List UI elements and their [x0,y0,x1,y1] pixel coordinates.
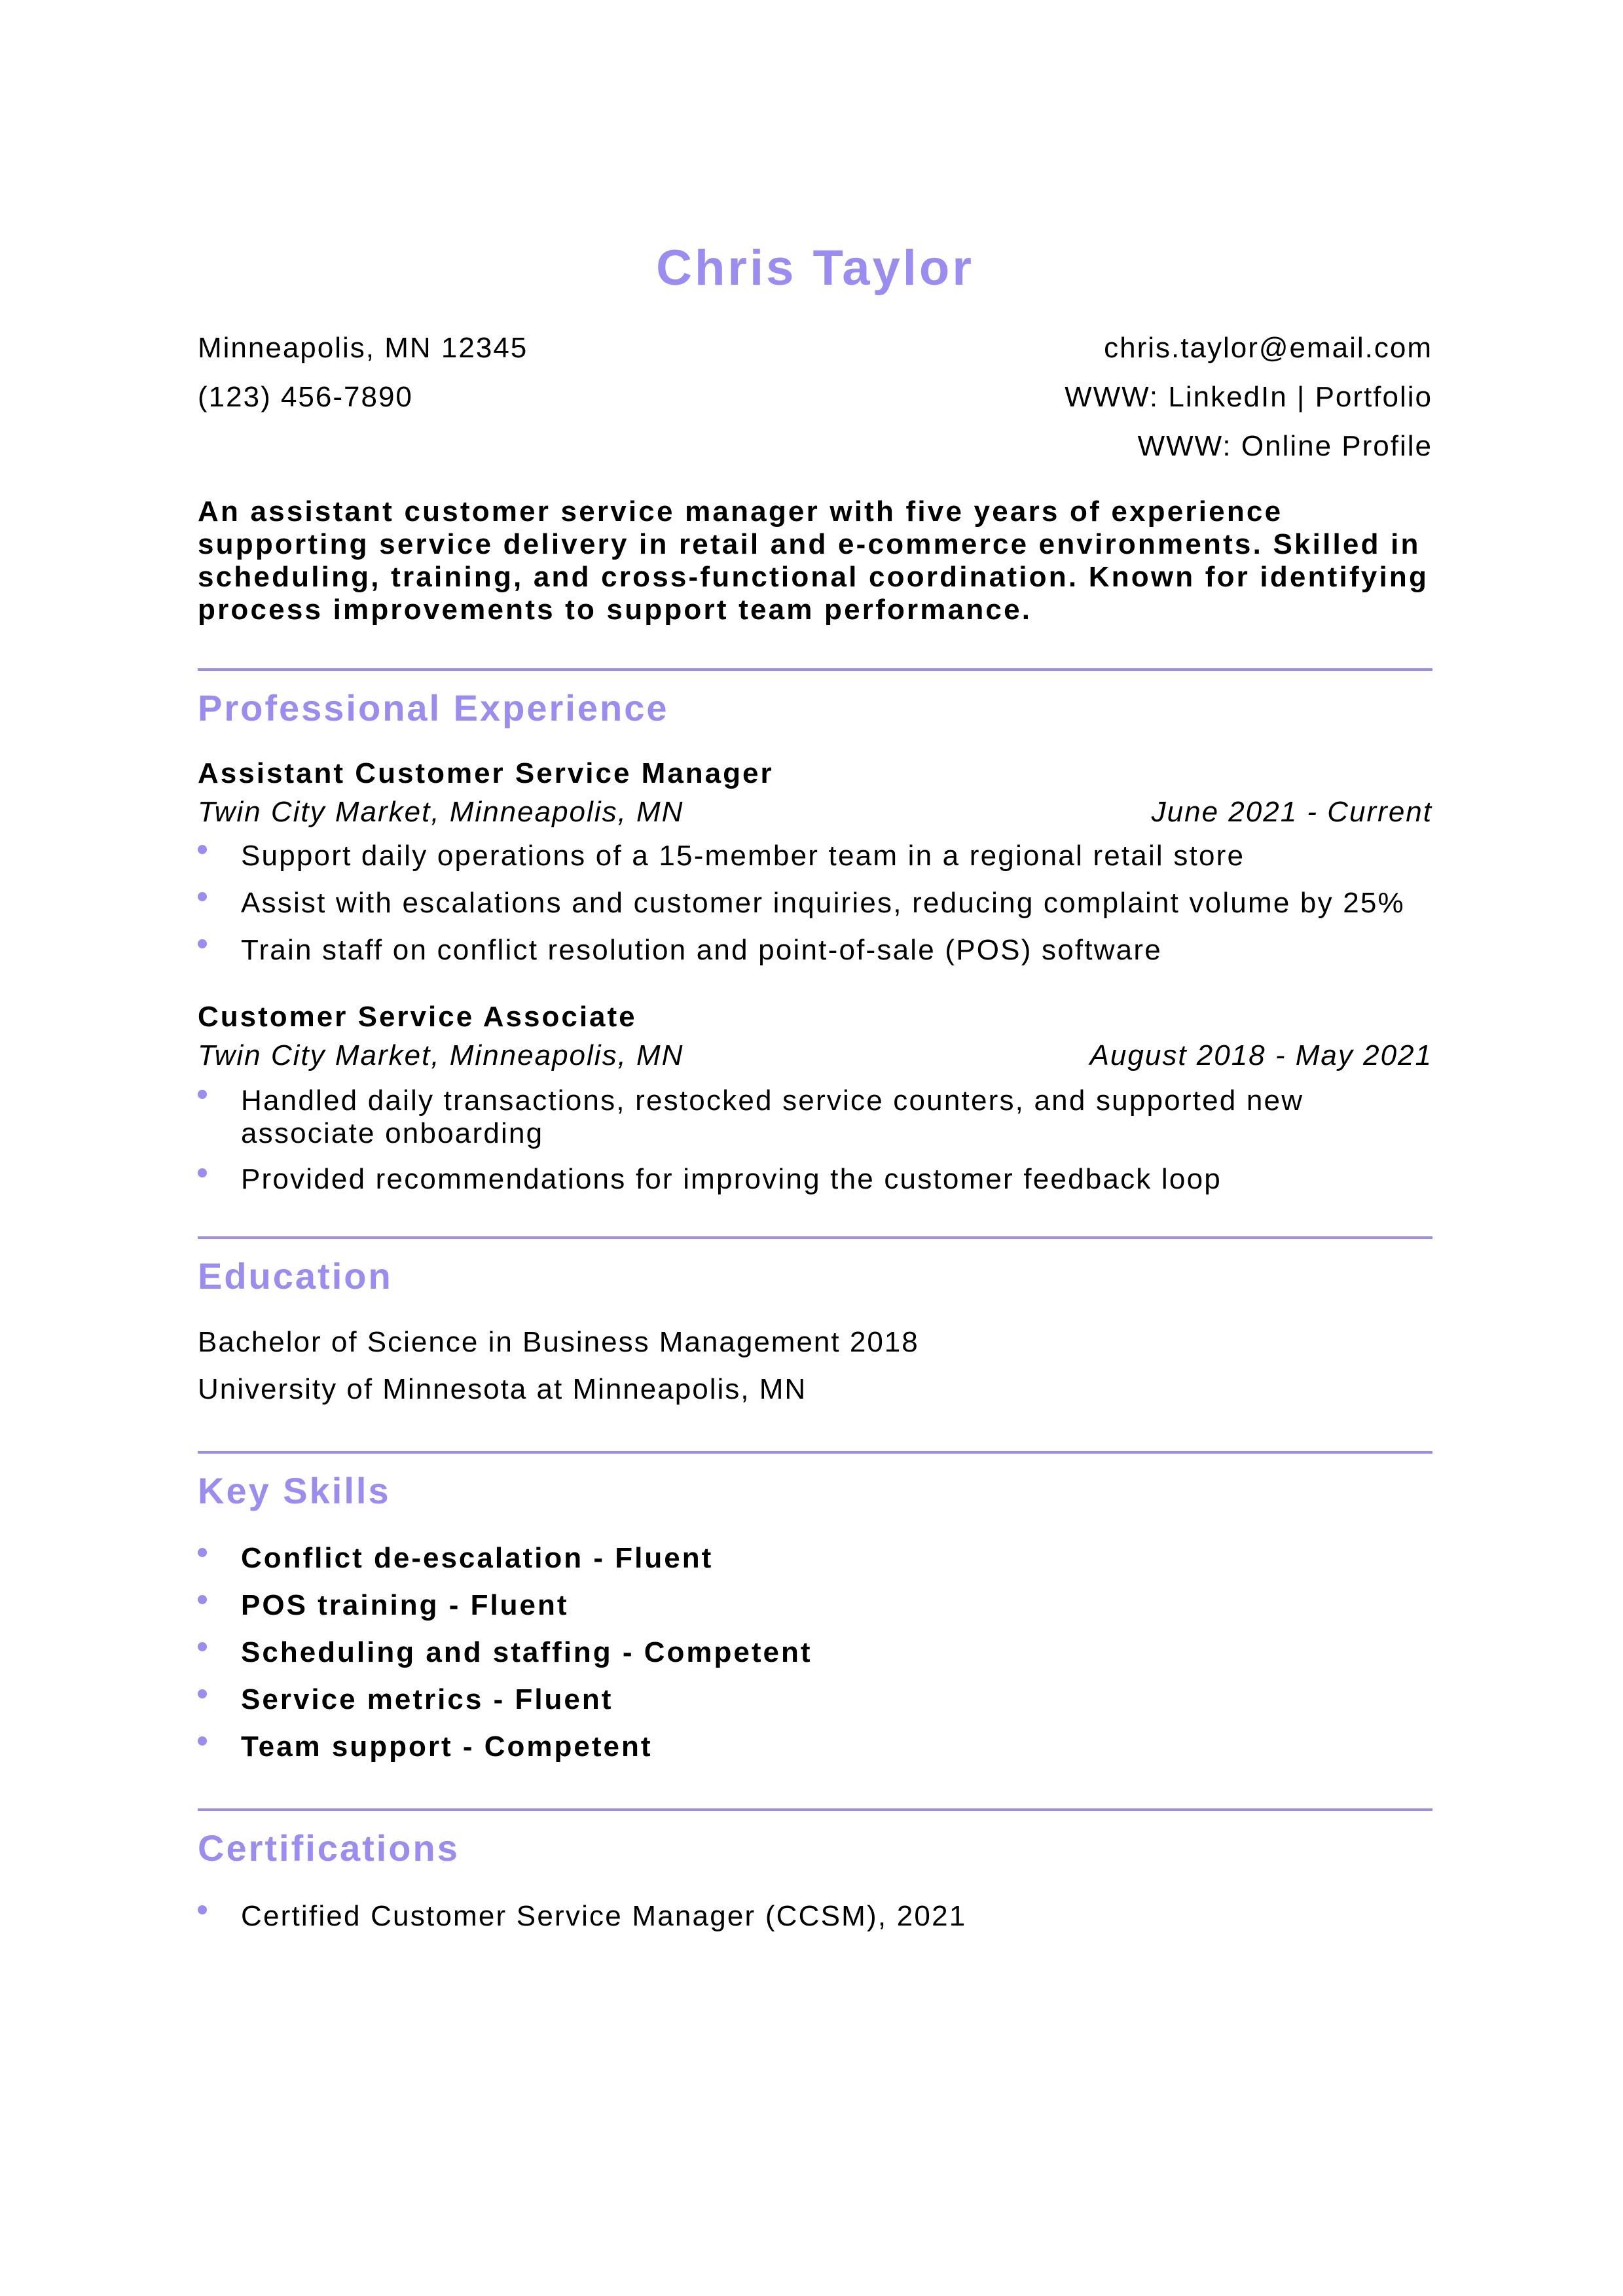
contact-row-2: (123) 456-7890 WWW: LinkedIn | Portfolio [198,372,1432,422]
certifications-heading: Certifications [198,1827,460,1869]
job-title: Customer Service Associate [198,1001,637,1033]
section-divider [198,1451,1432,1454]
job-bullets: Handled daily transactions, restocked se… [198,1085,1432,1196]
degree-text: Bachelor of Science in Business Manageme… [198,1326,919,1358]
location-text: Minneapolis, MN 12345 [198,332,528,364]
candidate-name: Chris Taylor [656,240,974,296]
bullet-icon [198,939,207,948]
skills-list: Conflict de-escalation - Fluent POS trai… [198,1535,1432,1770]
bullet-icon [198,1905,207,1914]
skills-heading: Key Skills [198,1470,391,1511]
list-item: Scheduling and staffing - Competent [198,1629,1432,1676]
resume-page: Chris Taylor Minneapolis, MN 12345 chris… [198,236,1432,1933]
certifications-list: Certified Customer Service Manager (CCSM… [198,1900,1432,1933]
experience-heading: Professional Experience [198,687,669,728]
job-entry: Assistant Customer Service Manager Twin … [198,755,1432,967]
list-item: Certified Customer Service Manager (CCSM… [198,1900,1432,1933]
bullet-icon [198,1595,207,1604]
online-profile-link[interactable]: WWW: Online Profile [1137,430,1432,462]
education-heading: Education [198,1255,393,1297]
section-divider [198,1808,1432,1811]
email-link[interactable]: chris.taylor@email.com [1104,332,1432,364]
job-title: Assistant Customer Service Manager [198,757,774,789]
list-item: Handled daily transactions, restocked se… [198,1085,1432,1150]
list-item: POS training - Fluent [198,1582,1432,1629]
bullet-icon [198,1548,207,1557]
bullet-icon [198,1736,207,1746]
bullet-icon [198,1090,207,1099]
section-divider [198,668,1432,671]
job-dates: June 2021 - Current [1151,796,1432,828]
section-divider [198,1236,1432,1239]
list-item: Train staff on conflict resolution and p… [198,934,1432,967]
job-meta: Twin City Market, Minneapolis, MN June 2… [198,793,1432,832]
contact-row-1: Minneapolis, MN 12345 chris.taylor@email… [198,323,1432,372]
bullet-icon [198,892,207,901]
bullet-icon [198,1642,207,1651]
job-meta: Twin City Market, Minneapolis, MN August… [198,1036,1432,1075]
job-company: Twin City Market, Minneapolis, MN [198,796,684,828]
bullet-icon [198,845,207,854]
job-company: Twin City Market, Minneapolis, MN [198,1039,684,1071]
phone-text: (123) 456-7890 [198,381,413,413]
bullet-icon [198,1168,207,1177]
job-entry: Customer Service Associate Twin City Mar… [198,998,1432,1196]
list-item: Provided recommendations for improving t… [198,1163,1432,1196]
professional-summary: An assistant customer service manager wi… [198,495,1429,626]
bullet-icon [198,1689,207,1698]
list-item: Assist with escalations and customer inq… [198,887,1432,920]
contact-row-3: WWW: Online Profile [198,422,1432,471]
education-entry: Bachelor of Science in Business Manageme… [198,1319,1432,1413]
social-links[interactable]: WWW: LinkedIn | Portfolio [1065,381,1432,413]
list-item: Team support - Competent [198,1723,1432,1770]
job-bullets: Support daily operations of a 15-member … [198,840,1432,967]
school-text: University of Minnesota at Minneapolis, … [198,1373,807,1405]
list-item: Conflict de-escalation - Fluent [198,1535,1432,1582]
job-dates: August 2018 - May 2021 [1089,1039,1432,1071]
list-item: Service metrics - Fluent [198,1676,1432,1723]
list-item: Support daily operations of a 15-member … [198,840,1432,872]
